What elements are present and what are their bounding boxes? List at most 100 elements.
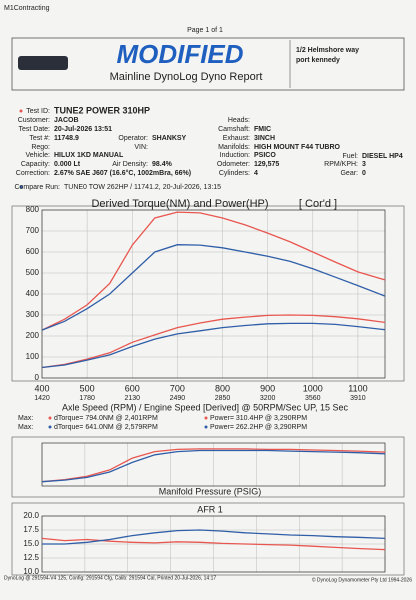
field-label: Vehicle:	[25, 152, 50, 159]
field-value: 0	[362, 170, 366, 177]
field-label: Odometer:	[217, 161, 250, 168]
field-value: 20-Jul-2026 13:51	[54, 126, 112, 133]
field-value: PSICO	[254, 152, 276, 159]
company: M1Contracting	[4, 5, 50, 12]
y-tick-label: 500	[26, 268, 40, 277]
chart-frame	[11, 502, 405, 576]
chart-frame	[11, 205, 405, 382]
report-title: MODIFIED	[116, 39, 243, 69]
field-value: FMIC	[254, 126, 271, 133]
field-label: Capacity:	[21, 161, 50, 168]
field-value: 11748.9	[54, 135, 79, 142]
x-tick-label: 1100	[348, 383, 367, 393]
series-line	[41, 244, 386, 331]
compare-label: Compare Run:	[14, 184, 60, 191]
y-tick-label: 700	[26, 226, 40, 235]
y-tick-label: 10.0	[23, 567, 39, 576]
field-value: JACOB	[54, 117, 79, 124]
field-value: HIGH MOUNT F44 TUBRO	[254, 144, 341, 151]
marker	[48, 425, 52, 429]
field-label: Manifolds:	[218, 144, 250, 151]
marker	[19, 109, 23, 113]
field-label: Heads:	[228, 117, 250, 124]
field-label: Gear:	[340, 170, 358, 177]
field-value: TUNE2 POWER 310HP	[54, 105, 150, 115]
stat-label: Max:	[18, 415, 33, 422]
marker	[48, 416, 52, 420]
x2-tick-label: 1420	[34, 395, 50, 402]
field-label: Test ID:	[26, 108, 50, 115]
x2-tick-label: 3910	[350, 395, 366, 402]
x-axis-label: Axle Speed (RPM) / Engine Speed [Derived…	[62, 402, 349, 412]
stat-power: Power= 310.4HP @ 3,290RPM	[210, 415, 307, 422]
y-tick-label: 20.0	[23, 511, 39, 520]
report-subtitle: Mainline DynoLog Dyno Report	[110, 71, 263, 83]
logo	[18, 56, 68, 70]
marker	[204, 425, 208, 429]
field-label: Test Date:	[18, 126, 50, 133]
stat-power: Power= 262.2HP @ 3,290RPM	[210, 424, 307, 431]
address: port kennedy	[296, 57, 340, 64]
series-line	[41, 211, 386, 331]
field-label: RPM/KPH:	[324, 161, 358, 168]
y-tick-label: 12.5	[23, 553, 39, 562]
field-value: 2.67% SAE J607 (16.6°C, 1002mBra, 66%)	[54, 169, 191, 177]
y-tick-label: 200	[26, 331, 40, 340]
field-label: Camshaft:	[218, 126, 250, 133]
x2-tick-label: 3560	[305, 395, 321, 402]
y-tick-label: 100	[26, 352, 40, 361]
y-tick-label: 600	[26, 247, 40, 256]
series-line	[41, 322, 386, 369]
footer-right: © DynoLog Dynamometer Pty Ltd 1994-2026	[312, 576, 412, 583]
page-number: Page 1 of 1	[187, 27, 223, 34]
field-label: Induction:	[220, 152, 250, 159]
x-tick-label: 600	[125, 383, 140, 393]
field-value: 4	[254, 170, 258, 177]
x-tick-label: 1000	[303, 383, 323, 393]
field-value: DIESEL HP4	[362, 153, 403, 160]
field-label: Customer:	[18, 117, 50, 124]
x-tick-label: 800	[215, 383, 230, 393]
y-tick-label: 17.5	[23, 525, 39, 534]
field-label: VIN:	[134, 144, 148, 151]
x-tick-label: 700	[170, 383, 185, 393]
chart-title: Derived Torque(NM) and Power(HP)	[91, 198, 268, 210]
field-value: 0.000 Lt	[54, 161, 81, 168]
series-line	[41, 448, 386, 483]
stat-label: Max:	[18, 424, 33, 431]
series-line	[41, 314, 386, 369]
x2-tick-label: 3200	[260, 395, 276, 402]
chart-title: Manifold Pressure (PSIG)	[159, 486, 262, 496]
x2-tick-label: 1780	[79, 395, 95, 402]
compare-value: TUNE0 TOW 262HP / 11741.2, 20-Jul-2026, …	[64, 184, 221, 191]
chart-note: [ Cor'd ]	[299, 198, 337, 210]
x2-tick-label: 2490	[170, 395, 186, 402]
chart-title: AFR 1	[197, 504, 223, 514]
plot-area	[41, 209, 386, 379]
chart-frame	[11, 436, 405, 498]
field-value: 3	[362, 161, 366, 168]
field-label: Rego:	[31, 144, 50, 151]
field-value: 98.4%	[152, 161, 173, 168]
field-value: SHANKSY	[152, 135, 187, 142]
y-tick-label: 15.0	[23, 539, 39, 548]
y-tick-label: 800	[26, 205, 40, 214]
field-value: 3INCH	[254, 135, 275, 142]
y-tick-label: 0	[35, 373, 40, 382]
field-label: Air Density:	[112, 161, 148, 168]
marker	[19, 185, 23, 189]
field-label: Cylinders:	[219, 170, 250, 177]
y-tick-label: 300	[26, 310, 40, 319]
x2-tick-label: 2850	[215, 395, 231, 402]
series-line	[41, 449, 386, 483]
plot-area	[41, 442, 386, 487]
field-label: Correction:	[16, 170, 50, 177]
field-value: 129,575	[254, 161, 279, 168]
y-tick-label: 400	[26, 289, 40, 298]
footer-left: DynoLog @ 291594-V4 125, Config: 291594 …	[4, 575, 216, 581]
series-line	[42, 529, 386, 545]
address: 1/2 Helmshore way	[296, 47, 359, 54]
header-box	[11, 37, 405, 91]
